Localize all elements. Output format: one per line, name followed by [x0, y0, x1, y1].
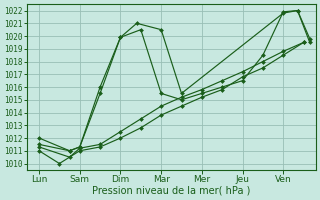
X-axis label: Pression niveau de la mer( hPa ): Pression niveau de la mer( hPa )	[92, 186, 251, 196]
